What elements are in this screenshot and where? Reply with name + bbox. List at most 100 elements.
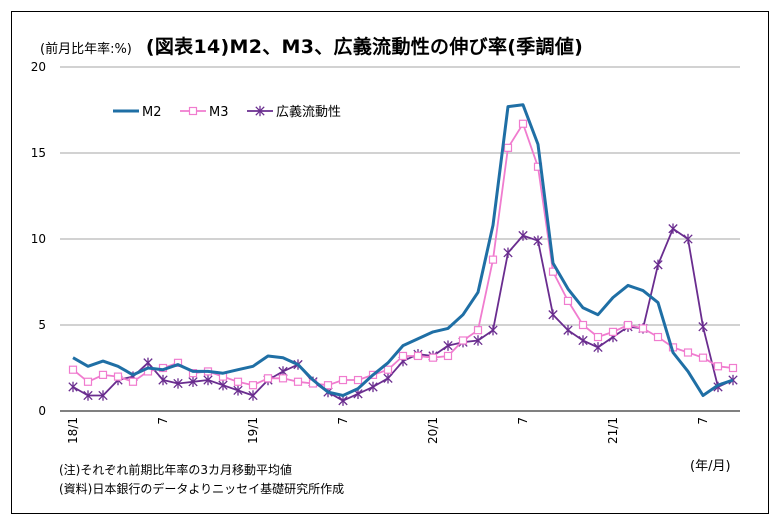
data-point-square bbox=[83, 377, 93, 386]
chart-frame bbox=[11, 11, 769, 514]
data-point-asterisk bbox=[488, 324, 498, 336]
data-point-square bbox=[503, 143, 513, 152]
source-line: (資料)日本銀行のデータよりニッセイ基礎研究所作成 bbox=[59, 482, 345, 496]
data-point-asterisk bbox=[248, 390, 258, 401]
data-point-square bbox=[608, 327, 618, 336]
data-point-square bbox=[623, 320, 633, 330]
data-point-asterisk bbox=[233, 385, 243, 396]
data-point-asterisk bbox=[548, 309, 558, 320]
x-tick-label: 18/1 bbox=[66, 417, 80, 444]
data-point-asterisk bbox=[158, 374, 168, 386]
data-point-asterisk bbox=[503, 247, 513, 258]
data-point-square bbox=[113, 372, 123, 381]
data-point-asterisk bbox=[218, 380, 228, 391]
y-tick-label: 15 bbox=[31, 146, 46, 160]
x-tick-label: 7 bbox=[696, 417, 710, 425]
data-point-square bbox=[458, 336, 468, 345]
legend-item-M2: M2 bbox=[113, 105, 162, 120]
data-point-asterisk bbox=[98, 390, 108, 401]
data-point-square bbox=[128, 377, 138, 386]
data-point-asterisk bbox=[698, 321, 708, 332]
data-point-asterisk bbox=[83, 390, 93, 401]
y-tick-label: 5 bbox=[38, 318, 46, 332]
series-M2 bbox=[72, 103, 734, 397]
data-point-asterisk bbox=[338, 395, 348, 406]
data-point-asterisk bbox=[668, 223, 678, 234]
x-tick-label: 7 bbox=[336, 417, 350, 425]
x-axis: 18/1 7 19/1 7 20/1 7 21/1 7 bbox=[60, 410, 740, 444]
data-point-asterisk bbox=[578, 335, 588, 346]
series-M3 bbox=[68, 119, 738, 390]
legend: M2 M3 広義流動性 bbox=[113, 104, 341, 120]
data-point-square bbox=[653, 332, 663, 342]
series-line bbox=[72, 227, 734, 402]
data-point-square bbox=[248, 381, 258, 390]
series-broad bbox=[68, 223, 738, 406]
data-point-asterisk bbox=[203, 374, 213, 386]
data-point-asterisk bbox=[563, 324, 573, 336]
data-point-asterisk bbox=[368, 381, 378, 393]
y-axis-ticks: 0 5 10 15 20 bbox=[31, 60, 46, 418]
data-point-asterisk bbox=[593, 342, 603, 353]
x-tick-label: 21/1 bbox=[606, 417, 620, 444]
data-point-asterisk bbox=[188, 376, 198, 387]
legend-label: 広義流動性 bbox=[276, 104, 341, 120]
data-point-square bbox=[338, 375, 348, 385]
data-point-asterisk bbox=[518, 230, 528, 241]
note-line: (注)それぞれ前期比年率の3カ月移動平均値 bbox=[59, 463, 292, 477]
legend-item-M3: M3 bbox=[180, 105, 229, 120]
gridlines bbox=[60, 66, 740, 326]
data-point-square bbox=[188, 106, 198, 116]
data-point-square bbox=[188, 369, 198, 378]
x-tick-label: 19/1 bbox=[246, 417, 260, 444]
data-point-square bbox=[578, 320, 588, 330]
data-point-square bbox=[353, 375, 363, 385]
data-point-square bbox=[443, 351, 453, 361]
legend-label: M3 bbox=[209, 105, 229, 120]
x-tick-label: 7 bbox=[516, 417, 530, 425]
footnotes: (注)それぞれ前期比年率の3カ月移動平均値 (資料)日本銀行のデータよりニッセイ… bbox=[59, 461, 344, 499]
data-point-square bbox=[68, 365, 78, 374]
data-point-square bbox=[728, 363, 738, 373]
data-point-square bbox=[233, 377, 243, 386]
data-point-square bbox=[173, 358, 183, 367]
data-point-asterisk bbox=[143, 357, 153, 369]
data-point-asterisk bbox=[383, 373, 393, 384]
y-tick-label: 10 bbox=[31, 232, 46, 246]
x-tick-label: 20/1 bbox=[426, 417, 440, 444]
data-point-square bbox=[683, 348, 693, 357]
data-point-square bbox=[593, 332, 603, 342]
y-unit-label: (前月比年率:%) bbox=[40, 42, 132, 57]
data-point-asterisk bbox=[653, 259, 663, 270]
data-point-asterisk bbox=[443, 340, 453, 351]
x-tick-label: 7 bbox=[156, 417, 170, 425]
legend-item-broad: 広義流動性 bbox=[247, 104, 341, 120]
legend-label: M2 bbox=[142, 105, 162, 120]
data-point-asterisk bbox=[533, 235, 543, 246]
data-point-square bbox=[488, 255, 498, 264]
data-point-square bbox=[698, 353, 708, 362]
data-point-square bbox=[473, 326, 483, 335]
data-point-square bbox=[563, 296, 573, 306]
series-line bbox=[72, 103, 734, 397]
chart-header: (前月比年率:%) (図表14)M2、M3、広義流動性の伸び率(季調値) bbox=[40, 32, 583, 60]
data-point-asterisk bbox=[173, 378, 183, 389]
data-point-square bbox=[383, 365, 393, 374]
data-point-square bbox=[323, 381, 333, 390]
data-point-square bbox=[713, 362, 723, 371]
data-point-square bbox=[428, 353, 438, 362]
data-point-square bbox=[98, 370, 108, 379]
data-point-asterisk bbox=[683, 233, 693, 245]
data-point-square bbox=[398, 351, 408, 361]
data-point-square bbox=[293, 377, 303, 386]
data-point-asterisk bbox=[255, 105, 265, 117]
series-lines bbox=[68, 103, 738, 406]
data-point-asterisk bbox=[473, 335, 483, 346]
y-tick-label: 20 bbox=[31, 60, 46, 74]
chart-title: (図表14)M2、M3、広義流動性の伸び率(季調値) bbox=[145, 36, 584, 58]
data-point-asterisk bbox=[68, 381, 78, 393]
data-point-square bbox=[638, 324, 648, 333]
x-unit-label: (年/月) bbox=[690, 459, 731, 474]
data-point-square bbox=[518, 119, 528, 128]
